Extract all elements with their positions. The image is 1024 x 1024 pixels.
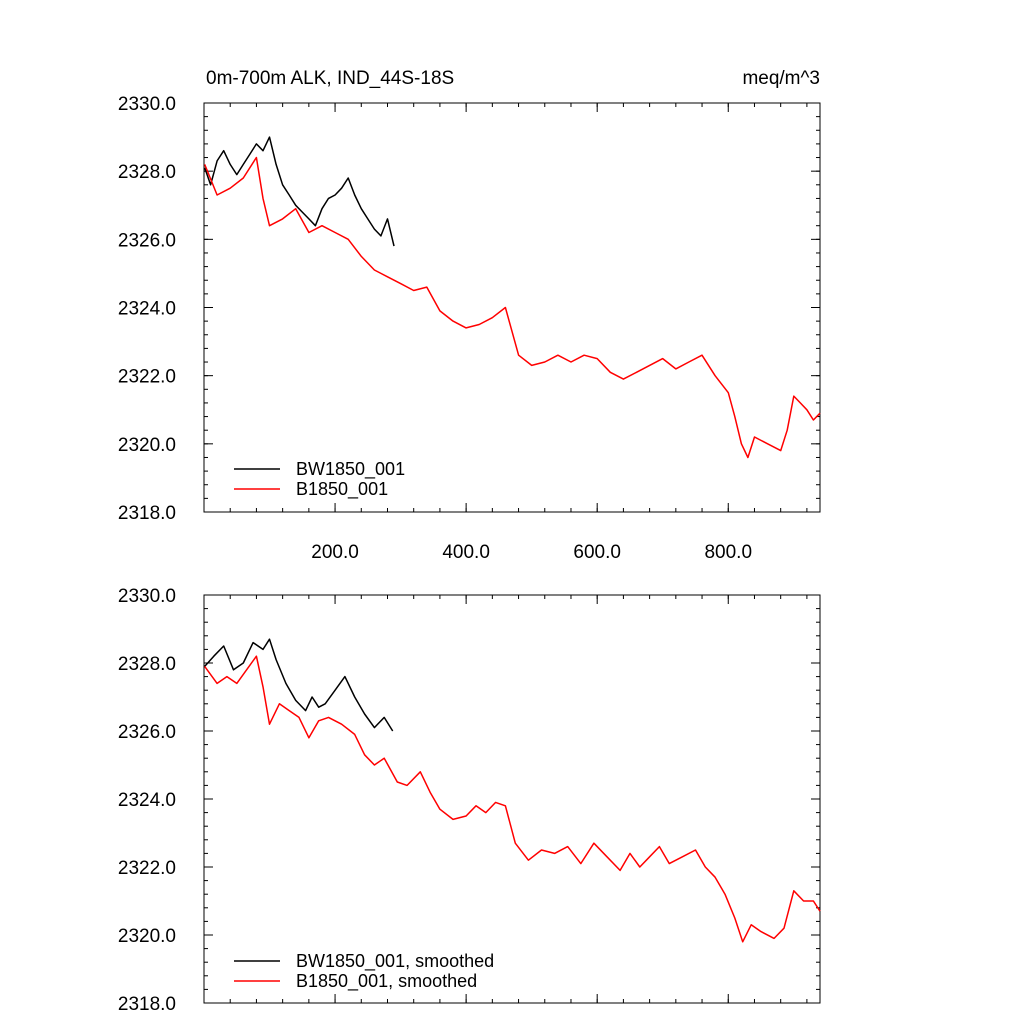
y-tick-label: 2330.0 bbox=[118, 586, 176, 607]
y-tick-label: 2318.0 bbox=[118, 994, 176, 1015]
top-panel: 2318.0 2320.0 2322.0 2324.0 2326.0 2328.0 2330… bbox=[118, 68, 821, 563]
series-line-bw1850 bbox=[204, 638, 394, 732]
y-tick-label: 2328.0 bbox=[118, 654, 176, 675]
y-tick-label: 2320.0 bbox=[118, 926, 176, 947]
x-tick-label: 600.0 bbox=[573, 542, 621, 563]
plot-frame bbox=[203, 102, 821, 513]
y-tick-label: 2328.0 bbox=[118, 162, 176, 183]
series-line-b1850 bbox=[204, 655, 821, 943]
legend-label: B1850_001 bbox=[296, 479, 388, 500]
y-tick-label: 2322.0 bbox=[118, 858, 176, 879]
bottom-panel: 2318.0 2320.0 2322.0 2324.0 2326.0 2328.0 2330… bbox=[118, 586, 821, 1015]
series-line-b1850 bbox=[204, 156, 821, 459]
x-tick-label: 800.0 bbox=[704, 542, 752, 563]
chart-title: 0m-700m ALK, IND_44S-18S bbox=[206, 68, 454, 89]
legend-label: B1850_001, smoothed bbox=[296, 971, 477, 992]
x-tick-label: 200.0 bbox=[311, 542, 359, 563]
series-line-bw1850 bbox=[203, 136, 395, 247]
y-tick-label: 2318.0 bbox=[118, 503, 176, 524]
units-label: meq/m^3 bbox=[742, 68, 820, 89]
y-tick-label: 2324.0 bbox=[118, 790, 176, 811]
y-tick-label: 2320.0 bbox=[118, 435, 176, 456]
legend-label: BW1850_001, smoothed bbox=[296, 951, 494, 972]
y-tick-label: 2326.0 bbox=[118, 722, 176, 743]
y-tick-label: 2322.0 bbox=[118, 367, 176, 388]
plot-frame bbox=[203, 594, 821, 1004]
y-tick-label: 2326.0 bbox=[118, 230, 176, 251]
y-tick-label: 2330.0 bbox=[118, 94, 176, 115]
y-tick-label: 2324.0 bbox=[118, 299, 176, 320]
legend-label: BW1850_001 bbox=[296, 459, 405, 480]
x-tick-label: 400.0 bbox=[442, 542, 490, 563]
